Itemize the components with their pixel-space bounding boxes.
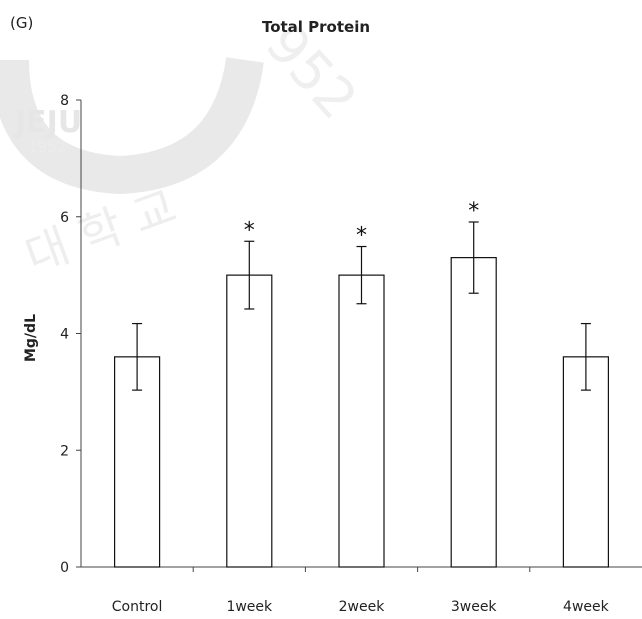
x-tick-label: 4week <box>563 599 610 615</box>
bar <box>226 274 273 568</box>
y-tick-label: 2 <box>60 443 69 459</box>
significance-marker: * <box>468 199 479 224</box>
chart-title: Total Protein <box>261 18 371 36</box>
bar <box>562 356 610 568</box>
significance-marker: * <box>356 224 367 249</box>
x-tick-label: 3week <box>451 599 498 615</box>
bar <box>450 257 497 568</box>
bar <box>113 356 161 568</box>
y-tick-label: 4 <box>60 327 69 343</box>
panel-label: (G) <box>10 14 34 32</box>
y-tick-label: 8 <box>60 93 69 109</box>
y-tick-label: 6 <box>60 210 69 226</box>
x-tick-label: 1week <box>226 599 273 615</box>
x-tick-label: Control <box>112 599 163 615</box>
bar <box>338 274 385 568</box>
significance-marker: * <box>244 218 255 243</box>
y-tick-label: 0 <box>60 560 69 576</box>
x-tick-label: 2week <box>339 599 386 615</box>
